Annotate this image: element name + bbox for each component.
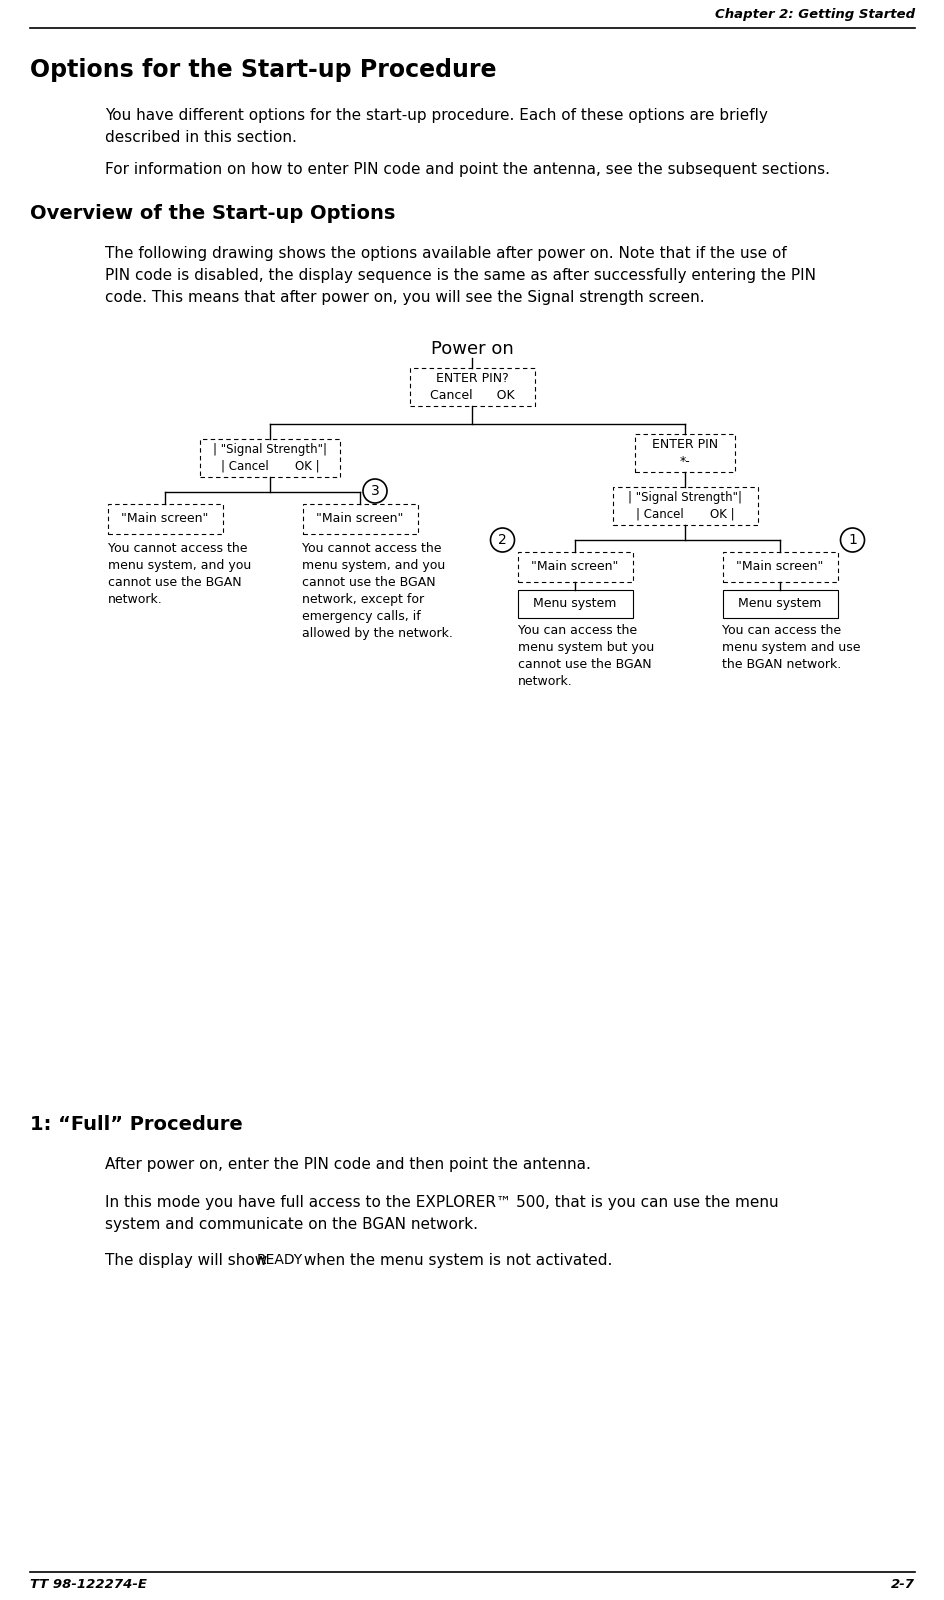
Text: 3: 3	[370, 483, 379, 498]
Text: ENTER PIN
*-: ENTER PIN *-	[651, 438, 717, 467]
Text: TT 98-122274-E: TT 98-122274-E	[30, 1578, 146, 1590]
Text: Menu system: Menu system	[737, 597, 821, 611]
Bar	[517, 590, 632, 618]
Bar	[612, 486, 757, 525]
Bar	[409, 368, 534, 406]
Bar	[200, 438, 340, 477]
Text: code. This means that after power on, you will see the Signal strength screen.: code. This means that after power on, yo…	[105, 290, 704, 306]
Text: After power on, enter the PIN code and then point the antenna.: After power on, enter the PIN code and t…	[105, 1157, 590, 1171]
Bar	[108, 504, 222, 534]
Text: You can access the
menu system and use
the BGAN network.: You can access the menu system and use t…	[722, 624, 860, 670]
Text: Options for the Start-up Procedure: Options for the Start-up Procedure	[30, 58, 496, 82]
Text: | "Signal Strength"|
| Cancel       OK |: | "Signal Strength"| | Cancel OK |	[628, 491, 741, 520]
Text: when the menu system is not activated.: when the menu system is not activated.	[298, 1253, 612, 1267]
Bar	[517, 552, 632, 582]
Bar	[634, 434, 734, 472]
Text: "Main screen": "Main screen"	[531, 560, 618, 573]
Text: PIN code is disabled, the display sequence is the same as after successfully ent: PIN code is disabled, the display sequen…	[105, 267, 815, 283]
Text: 1: “Full” Procedure: 1: “Full” Procedure	[30, 1115, 243, 1134]
Text: You have different options for the start-up procedure. Each of these options are: You have different options for the start…	[105, 109, 767, 123]
Text: system and communicate on the BGAN network.: system and communicate on the BGAN netwo…	[105, 1218, 478, 1232]
Text: The display will show: The display will show	[105, 1253, 272, 1267]
Text: Power on: Power on	[430, 341, 513, 358]
Text: The following drawing shows the options available after power on. Note that if t: The following drawing shows the options …	[105, 246, 786, 261]
Text: For information on how to enter PIN code and point the antenna, see the subseque: For information on how to enter PIN code…	[105, 162, 829, 178]
Text: You cannot access the
menu system, and you
cannot use the BGAN
network, except f: You cannot access the menu system, and y…	[302, 542, 453, 640]
Text: You cannot access the
menu system, and you
cannot use the BGAN
network.: You cannot access the menu system, and y…	[108, 542, 250, 606]
Text: In this mode you have full access to the EXPLORER™ 500, that is you can use the : In this mode you have full access to the…	[105, 1195, 778, 1210]
Text: 2: 2	[497, 533, 506, 547]
Text: Menu system: Menu system	[532, 597, 616, 611]
Text: ENTER PIN?
Cancel      OK: ENTER PIN? Cancel OK	[430, 373, 514, 402]
Text: "Main screen": "Main screen"	[316, 512, 403, 525]
Text: 1: 1	[847, 533, 856, 547]
Text: You can access the
menu system but you
cannot use the BGAN
network.: You can access the menu system but you c…	[517, 624, 653, 688]
Bar	[302, 504, 417, 534]
Text: READY: READY	[257, 1253, 303, 1267]
Text: "Main screen": "Main screen"	[735, 560, 823, 573]
Text: "Main screen": "Main screen"	[121, 512, 209, 525]
Text: Overview of the Start-up Options: Overview of the Start-up Options	[30, 203, 395, 222]
Text: | "Signal Strength"|
| Cancel       OK |: | "Signal Strength"| | Cancel OK |	[212, 443, 327, 472]
Bar	[722, 590, 836, 618]
Text: described in this section.: described in this section.	[105, 130, 296, 146]
Text: 2-7: 2-7	[890, 1578, 914, 1590]
Bar	[722, 552, 836, 582]
Text: Chapter 2: Getting Started: Chapter 2: Getting Started	[714, 8, 914, 21]
